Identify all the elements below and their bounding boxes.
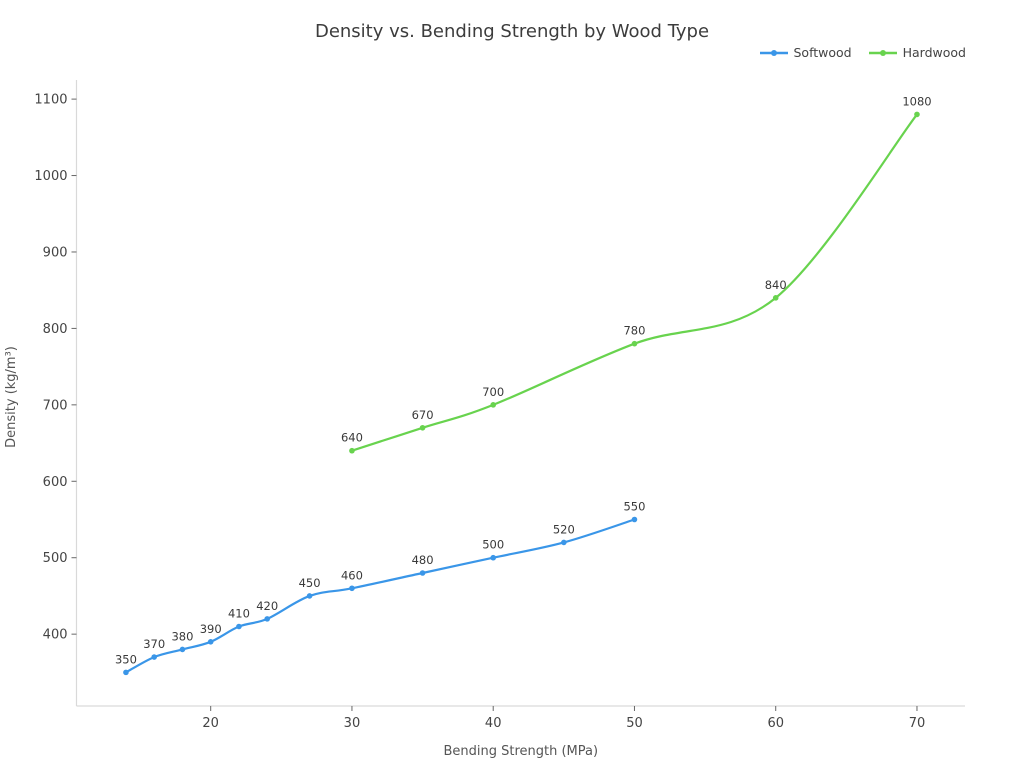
softwood-point-label: 390 [200, 622, 222, 636]
series-hardwood: 640 670 700 780 840 1080 [341, 94, 932, 454]
softwood-point-label: 520 [553, 522, 575, 536]
softwood-point-label: 410 [228, 607, 250, 621]
x-tick-label: 40 [485, 716, 502, 731]
y-axis-ticks: 400 500 600 700 800 900 1000 1100 [34, 93, 77, 643]
y-tick-label: 500 [43, 551, 68, 566]
softwood-marker [207, 638, 214, 645]
softwood-point-label: 500 [482, 538, 504, 552]
softwood-point-label: 420 [256, 599, 278, 613]
hardwood-point-label: 700 [482, 385, 504, 399]
x-tick-label: 70 [909, 716, 926, 731]
chart-title: Density vs. Bending Strength by Wood Typ… [314, 21, 710, 42]
hardwood-line [350, 113, 919, 452]
softwood-marker [264, 616, 270, 622]
y-tick-label: 1100 [34, 93, 67, 108]
softwood-point-label: 350 [115, 652, 137, 666]
softwood-line [124, 518, 636, 674]
softwood-line-marker-icon [759, 48, 789, 58]
hardwood-point-label: 1080 [902, 94, 931, 108]
softwood-marker [151, 654, 157, 660]
softwood-marker [236, 623, 242, 630]
axes: 20 30 40 50 60 70 400 500 600 700 800 900 1000 1100 [34, 80, 965, 731]
softwood-marker [179, 646, 186, 653]
softwood-point-label: 370 [143, 637, 165, 651]
legend-item-softwood[interactable]: Softwood [759, 45, 852, 60]
hardwood-point-label: 780 [623, 324, 645, 338]
legend-label-hardwood: Hardwood [902, 45, 966, 60]
hardwood-point-label: 640 [341, 431, 363, 445]
softwood-marker [419, 570, 426, 576]
softwood-marker [123, 669, 129, 676]
x-axis-ticks: 20 30 40 50 60 70 [202, 706, 925, 731]
hardwood-point-label: 840 [765, 278, 787, 292]
y-axis-title: Density (kg/m³) [4, 346, 19, 448]
softwood-marker [349, 585, 355, 592]
y-tick-label: 700 [43, 398, 68, 413]
x-axis-title: Bending Strength (MPa) [443, 744, 598, 759]
softwood-point-label: 450 [299, 576, 321, 590]
softwood-point-label: 460 [341, 568, 363, 582]
hardwood-marker [349, 447, 355, 454]
hardwood-line-marker-icon [868, 48, 898, 58]
x-tick-label: 60 [767, 716, 784, 731]
softwood-marker [490, 554, 497, 561]
hardwood-marker [631, 340, 638, 347]
softwood-point-label: 480 [412, 553, 434, 567]
hardwood-marker [419, 424, 426, 431]
y-tick-label: 1000 [34, 169, 67, 184]
hardwood-point-label: 670 [412, 408, 434, 422]
x-tick-label: 30 [344, 716, 361, 731]
hardwood-marker [490, 402, 497, 408]
legend: Softwood Hardwood [759, 45, 966, 60]
softwood-point-label: 380 [171, 629, 193, 643]
y-tick-label: 900 [43, 245, 68, 260]
softwood-point-label: 550 [623, 499, 645, 513]
legend-label-softwood: Softwood [793, 45, 852, 60]
y-tick-label: 800 [43, 322, 68, 337]
hardwood-marker [772, 295, 779, 301]
x-tick-label: 20 [202, 716, 219, 731]
y-tick-label: 400 [43, 628, 68, 643]
y-tick-label: 600 [43, 475, 68, 490]
softwood-marker [631, 516, 638, 523]
series-softwood: 350 370 380 390 410 420 450 460 480 500 520 550 [115, 499, 645, 676]
hardwood-marker [914, 111, 920, 118]
legend-item-hardwood[interactable]: Hardwood [868, 45, 966, 60]
x-tick-label: 50 [626, 716, 643, 731]
softwood-marker [561, 539, 567, 546]
softwood-marker [306, 593, 313, 599]
